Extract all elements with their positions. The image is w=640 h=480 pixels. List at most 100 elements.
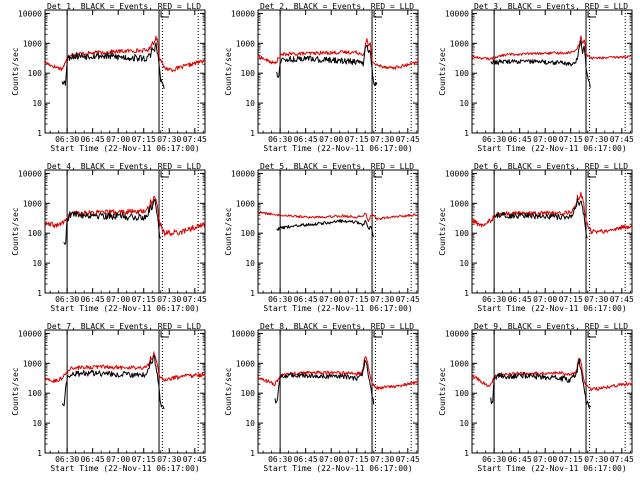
x-tick-label: 07:45 (610, 135, 634, 144)
x-axis-label: Start Time (22-Nov-11 06:17:00) (477, 144, 626, 153)
y-tick-label: 100 (28, 229, 43, 238)
x-tick-label: 07:45 (610, 455, 634, 464)
events-series-line (61, 42, 165, 89)
x-tick-label: 06:30 (268, 455, 292, 464)
panel-title: Det 9, BLACK = Events, RED = LLD (474, 322, 628, 331)
x-tick-label: 07:15 (345, 295, 369, 304)
lld-series-line (257, 38, 419, 70)
x-tick-label: 06:45 (294, 135, 318, 144)
events-series-line (276, 219, 374, 238)
events-series-line (493, 198, 588, 239)
y-tick-label: 1 (464, 129, 469, 138)
detector-panel-3: Det 3, BLACK = Events, RED = LLD 1 10 100 10… (438, 2, 634, 153)
lld-series-line (471, 191, 633, 235)
y-tick-label: 10000 (445, 169, 469, 178)
x-tick-label: 07:00 (533, 135, 557, 144)
plot-frame (471, 169, 633, 294)
y-tick-label: 1000 (236, 39, 255, 48)
x-tick-label: 07:15 (345, 135, 369, 144)
x-tick-label: 07:45 (396, 455, 420, 464)
panel-title: Det 2, BLACK = Events, RED = LLD (260, 2, 414, 11)
y-axis-label: Counts/sec (224, 367, 233, 415)
x-tick-label: 06:30 (482, 455, 506, 464)
x-axis-label: Start Time (22-Nov-11 06:17:00) (263, 144, 412, 153)
lld-series-line (257, 356, 419, 390)
x-tick-label: 07:30 (584, 455, 608, 464)
x-axis-label: Start Time (22-Nov-11 06:17:00) (50, 464, 199, 473)
x-tick-label: 07:30 (157, 455, 181, 464)
y-tick-label: 100 (455, 69, 470, 78)
x-tick-label: 07:00 (106, 295, 130, 304)
x-axis-label: Start Time (22-Nov-11 06:17:00) (263, 304, 412, 313)
plot-frame (471, 329, 633, 454)
interval-bracket-marker (587, 11, 597, 18)
y-tick-label: 100 (241, 69, 256, 78)
detector-panel-6: Det 6, BLACK = Events, RED = LLD 1 10 100 10… (438, 162, 634, 313)
y-tick-label: 1000 (450, 359, 469, 368)
y-tick-label: 1000 (23, 39, 42, 48)
x-tick-label: 07:15 (132, 455, 156, 464)
plot-frame (44, 329, 206, 454)
y-tick-label: 1 (37, 129, 42, 138)
y-axis-label: Counts/sec (11, 47, 20, 95)
x-tick-label: 07:00 (533, 455, 557, 464)
y-tick-label: 1000 (236, 359, 255, 368)
panel-title: Det 4, BLACK = Events, RED = LLD (47, 162, 201, 171)
y-tick-label: 10000 (445, 329, 469, 338)
interval-bracket-marker (160, 331, 170, 338)
interval-bracket-marker (160, 171, 170, 178)
interval-bracket-marker (160, 11, 170, 18)
x-tick-label: 06:45 (508, 295, 532, 304)
x-tick-label: 06:45 (81, 455, 105, 464)
x-tick-label: 07:30 (584, 135, 608, 144)
x-axis-label: Start Time (22-Nov-11 06:17:00) (263, 464, 412, 473)
x-tick-label: 07:15 (559, 455, 583, 464)
x-tick-label: 07:45 (183, 135, 207, 144)
panel-title: Det 1, BLACK = Events, RED = LLD (47, 2, 201, 11)
x-tick-label: 07:45 (610, 295, 634, 304)
detector-panel-7: Det 7, BLACK = Events, RED = LLD 1 10 100 10… (11, 322, 207, 473)
detector-panel-1: Det 1, BLACK = Events, RED = LLD 1 10 100 10… (11, 2, 207, 153)
x-tick-label: 06:30 (482, 295, 506, 304)
y-tick-label: 10000 (231, 329, 255, 338)
panel-title: Det 8, BLACK = Events, RED = LLD (260, 322, 414, 331)
x-tick-label: 07:30 (584, 295, 608, 304)
lld-series-line (44, 351, 206, 383)
y-tick-label: 1 (37, 449, 42, 458)
x-axis-label: Start Time (22-Nov-11 06:17:00) (50, 304, 199, 313)
y-tick-label: 10 (245, 259, 255, 268)
x-tick-label: 07:00 (319, 295, 343, 304)
plot-frame (257, 9, 419, 134)
x-tick-label: 07:15 (132, 135, 156, 144)
x-tick-label: 06:45 (294, 295, 318, 304)
panel-title: Det 5, BLACK = Events, RED = LLD (260, 162, 414, 171)
x-tick-label: 07:15 (559, 295, 583, 304)
y-tick-label: 10 (245, 419, 255, 428)
events-series-line (61, 355, 165, 410)
y-tick-label: 10 (245, 99, 255, 108)
detector-panel-2: Det 2, BLACK = Events, RED = LLD 1 10 100 10… (224, 2, 420, 153)
y-tick-label: 1 (464, 289, 469, 298)
x-tick-label: 07:45 (183, 455, 207, 464)
y-tick-label: 100 (28, 389, 43, 398)
x-axis-label: Start Time (22-Nov-11 06:17:00) (477, 464, 626, 473)
y-tick-label: 100 (28, 69, 43, 78)
detector-panel-5: Det 5, BLACK = Events, RED = LLD 1 10 100 10… (224, 162, 420, 313)
y-tick-label: 1 (250, 449, 255, 458)
x-tick-label: 07:30 (157, 135, 181, 144)
plot-frame (257, 169, 419, 294)
x-tick-label: 06:30 (268, 135, 292, 144)
detector-panel-4: Det 4, BLACK = Events, RED = LLD 1 10 100 10… (11, 162, 207, 313)
detector-panel-9: Det 9, BLACK = Events, RED = LLD 1 10 100 10… (438, 322, 634, 473)
x-tick-label: 06:30 (55, 135, 79, 144)
x-tick-label: 07:30 (370, 295, 394, 304)
y-axis-label: Counts/sec (438, 367, 447, 415)
y-tick-label: 10 (459, 259, 469, 268)
y-axis-label: Counts/sec (224, 47, 233, 95)
x-tick-label: 06:45 (81, 295, 105, 304)
x-tick-label: 07:00 (106, 135, 130, 144)
x-tick-label: 06:30 (55, 295, 79, 304)
interval-bracket-marker (373, 331, 383, 338)
